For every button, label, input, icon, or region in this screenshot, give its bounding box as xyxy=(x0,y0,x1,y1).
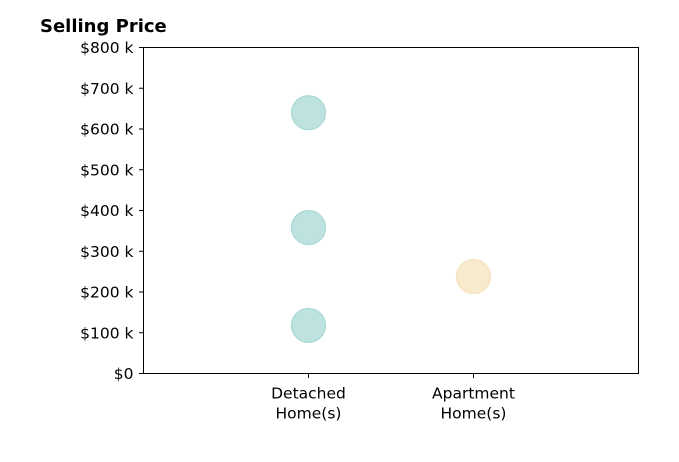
axis-ticks: $0 $100 k $200 k $300 k $400 k $500 k $600 k $7… xyxy=(80,39,515,423)
x-tick-label: Detached xyxy=(271,385,346,403)
scatter-point xyxy=(290,95,327,131)
y-tick-label: $400 k xyxy=(80,202,133,220)
y-tick-label: $100 k xyxy=(80,324,133,342)
data-points xyxy=(290,95,492,344)
y-tick-label: $800 k xyxy=(80,39,133,57)
y-tick-label: $500 k xyxy=(80,161,133,179)
y-tick-label: $600 k xyxy=(80,121,133,139)
scatter-point xyxy=(290,307,327,344)
y-tick-label: $700 k xyxy=(80,80,133,98)
scatter-point xyxy=(455,258,492,295)
y-tick-label: $300 k xyxy=(80,243,133,261)
x-tick-label: Home(s) xyxy=(441,405,507,423)
y-tick-label: $200 k xyxy=(80,284,133,302)
x-tick-label: Home(s) xyxy=(276,405,342,423)
plot-area xyxy=(143,47,639,374)
x-tick-label: Apartment xyxy=(432,385,515,403)
y-tick-label: $0 xyxy=(114,365,134,383)
chart-title: Selling Price xyxy=(40,16,167,37)
scatter-point xyxy=(290,210,327,246)
